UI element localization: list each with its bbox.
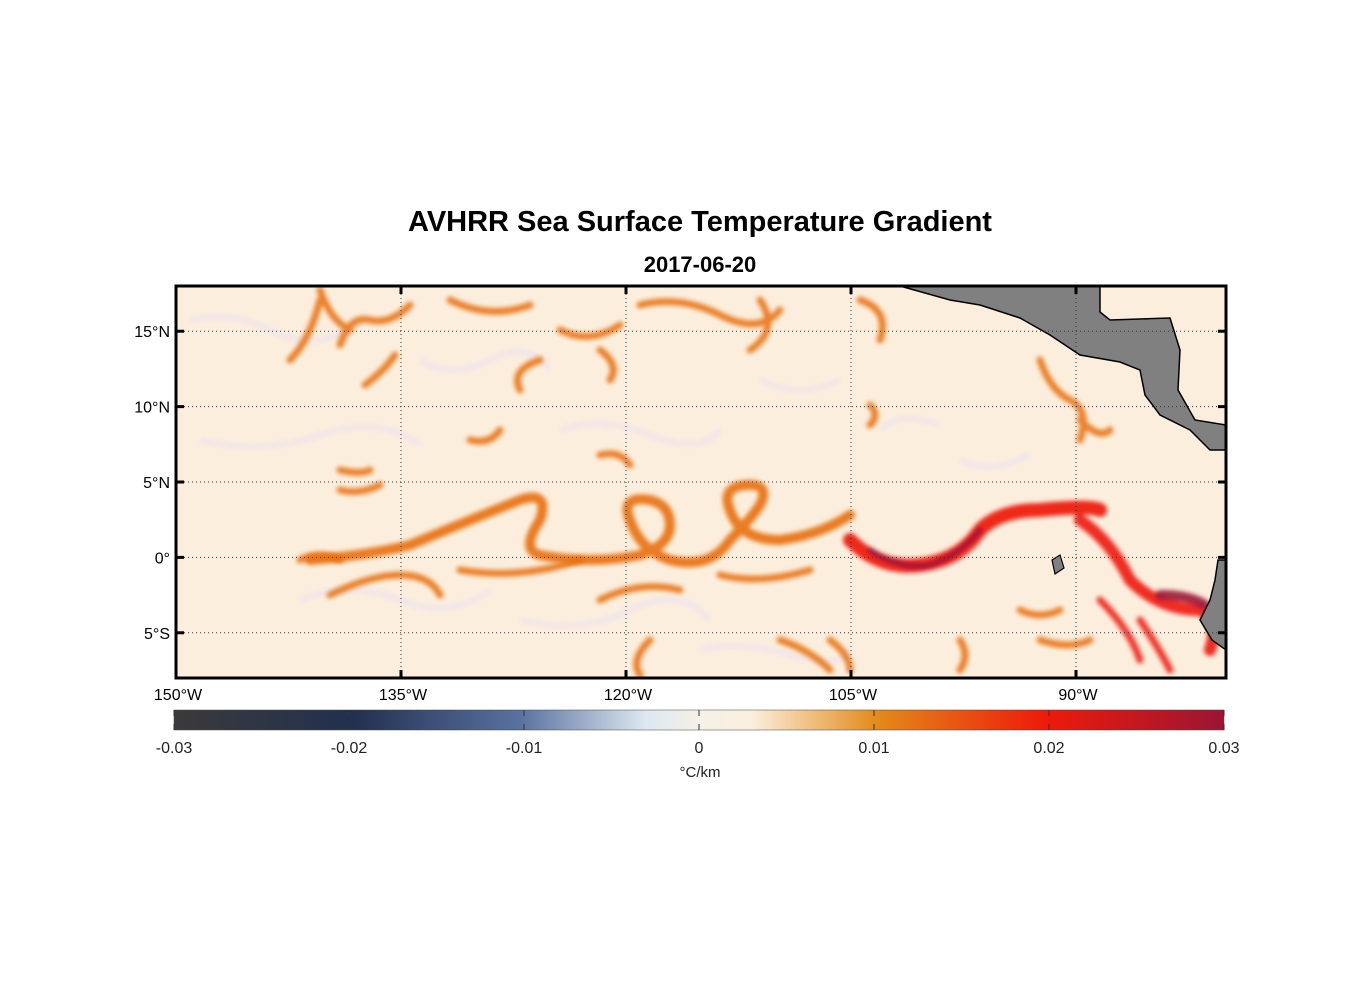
lon-tick-label: 90°W <box>1058 687 1098 704</box>
colorbar-tick-label: -0.02 <box>330 740 368 757</box>
colorbar-tick-label: 0 <box>694 740 704 757</box>
lon-tick-label: 105°W <box>829 687 878 704</box>
background-texture <box>189 313 1032 665</box>
colorbar-tick-label: -0.03 <box>155 740 193 757</box>
lat-tick-label: 0° <box>155 550 170 567</box>
lon-tick-label: 150°W <box>154 687 203 704</box>
colorbar-unit: °C/km <box>679 764 721 781</box>
colorbar-ticks <box>173 710 1225 730</box>
lat-tick-label: 5°S <box>144 626 170 643</box>
lat-tick-label: 10°N <box>134 400 170 417</box>
map-title: AVHRR Sea Surface Temperature Gradient <box>408 206 992 238</box>
colorbar-tick-label: -0.01 <box>505 740 543 757</box>
graticule <box>176 286 1226 678</box>
lat-tick-label: 15°N <box>134 324 170 341</box>
lat-tick-label: 5°N <box>143 475 170 492</box>
lon-tick-label: 120°W <box>604 687 653 704</box>
axis-tick-labels: 150°W 135°W 120°W 105°W 90°W 15°N 10°N 5°N 0° 5°S <box>134 324 1098 704</box>
map-subtitle: 2017-06-20 <box>643 252 757 277</box>
lon-tick-label: 135°W <box>379 687 428 704</box>
axis-ticks <box>174 286 1226 678</box>
colorbar-tick-label: 0.03 <box>1208 740 1240 757</box>
colorbar-tick-label: 0.01 <box>858 740 890 757</box>
land-central-america <box>899 286 1226 651</box>
colorbar-tick-label: 0.02 <box>1033 740 1065 757</box>
